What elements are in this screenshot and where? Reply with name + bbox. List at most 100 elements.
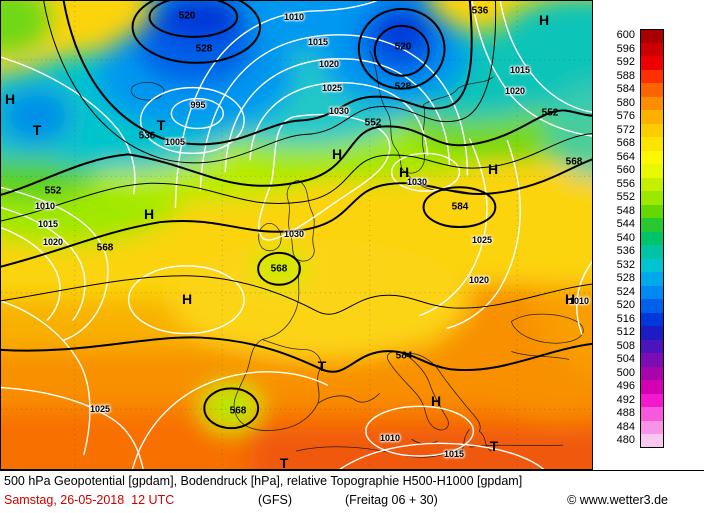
scale-value: 600 xyxy=(616,29,635,41)
scale-value: 572 xyxy=(616,123,635,136)
scale-value: 596 xyxy=(616,42,635,55)
scale-row: 560 xyxy=(601,164,664,178)
scale-row: 568 xyxy=(601,137,664,151)
scale-row: 496 xyxy=(601,380,664,394)
scale-value: 548 xyxy=(616,204,635,217)
weather-map: 520 528 520 528 536 536 552 552 552 568 … xyxy=(0,0,593,471)
scale-swatch xyxy=(640,42,664,56)
caption-bar: 500 hPa Geopotential [gpdam], Bodendruck… xyxy=(0,470,704,513)
scale-value: 592 xyxy=(616,56,635,68)
scale-row: 556 xyxy=(601,177,664,191)
scale-value: 524 xyxy=(616,285,635,298)
scale-value: 496 xyxy=(616,380,635,392)
scale-swatch xyxy=(640,177,664,191)
scale-swatch xyxy=(640,353,664,367)
scale-swatch xyxy=(640,56,664,70)
scale-swatch xyxy=(640,272,664,286)
scale-value: 552 xyxy=(616,191,635,203)
scale-swatch xyxy=(640,83,664,97)
scale-value: 516 xyxy=(616,312,635,325)
chart-title: 500 hPa Geopotential [gpdam], Bodendruck… xyxy=(4,474,523,488)
scale-row: 532 xyxy=(601,258,664,272)
scale-value: 556 xyxy=(616,177,635,190)
scale-value: 504 xyxy=(616,353,635,365)
scale-row: 580 xyxy=(601,96,664,110)
scale-row: 508 xyxy=(601,339,664,353)
scale-value: 532 xyxy=(616,258,635,271)
valid-date: Samstag, 26-05-2018 12 UTC xyxy=(4,493,175,507)
scale-row: 572 xyxy=(601,123,664,137)
graticule xyxy=(1,1,592,469)
scale-swatch xyxy=(640,69,664,83)
color-scale: 600 596 592 588 xyxy=(601,29,664,448)
scale-value: 576 xyxy=(616,110,635,122)
scale-value: 564 xyxy=(616,150,635,163)
scale-swatch xyxy=(640,191,664,205)
scale-value: 560 xyxy=(616,164,635,176)
scale-value: 484 xyxy=(616,420,635,433)
contour-lines xyxy=(1,1,592,430)
scale-swatch xyxy=(640,299,664,313)
scale-row: 516 xyxy=(601,312,664,326)
scale-value: 588 xyxy=(616,69,635,82)
scale-swatch xyxy=(640,366,664,380)
scale-row: 536 xyxy=(601,245,664,259)
scale-value: 536 xyxy=(616,245,635,257)
scale-swatch xyxy=(640,164,664,178)
scale-swatch xyxy=(640,231,664,245)
scale-value: 544 xyxy=(616,218,635,230)
scale-row: 552 xyxy=(601,191,664,205)
scale-value: 480 xyxy=(616,434,635,446)
scale-swatch xyxy=(640,96,664,110)
model-name: (GFS) xyxy=(258,493,293,507)
scale-row: 528 xyxy=(601,272,664,286)
scale-swatch xyxy=(640,420,664,434)
scale-swatch xyxy=(640,312,664,326)
scale-value: 528 xyxy=(616,272,635,284)
scale-swatch xyxy=(640,407,664,421)
map-canvas xyxy=(1,1,592,469)
scale-swatch xyxy=(640,326,664,340)
scale-value: 540 xyxy=(616,231,635,244)
color-scale-panel: 600 596 592 588 xyxy=(593,0,704,470)
scale-row: 504 xyxy=(601,353,664,367)
scale-row: 600 xyxy=(601,29,664,43)
scale-row: 484 xyxy=(601,420,664,434)
scale-value: 512 xyxy=(616,326,635,338)
scale-value: 584 xyxy=(616,83,635,95)
scale-row: 596 xyxy=(601,42,664,56)
scale-value: 492 xyxy=(616,393,635,406)
copyright: © www.wetter3.de xyxy=(567,493,668,507)
scale-row: 564 xyxy=(601,150,664,164)
scale-row: 544 xyxy=(601,218,664,232)
scale-swatch xyxy=(640,434,664,448)
scale-swatch xyxy=(640,204,664,218)
scale-swatch xyxy=(640,150,664,164)
model-run: (Freitag 06 + 30) xyxy=(345,493,438,507)
scale-row: 524 xyxy=(601,285,664,299)
scale-value: 568 xyxy=(616,137,635,149)
scale-swatch xyxy=(640,123,664,137)
scale-row: 592 xyxy=(601,56,664,70)
scale-row: 512 xyxy=(601,326,664,340)
scale-swatch xyxy=(640,245,664,259)
scale-row: 540 xyxy=(601,231,664,245)
scale-row: 480 xyxy=(601,434,664,448)
scale-swatch xyxy=(640,393,664,407)
scale-swatch xyxy=(640,29,664,43)
scale-swatch xyxy=(640,285,664,299)
isobars xyxy=(1,1,592,469)
scale-swatch xyxy=(640,218,664,232)
scale-swatch xyxy=(640,258,664,272)
scale-row: 500 xyxy=(601,366,664,380)
scale-row: 548 xyxy=(601,204,664,218)
scale-value: 500 xyxy=(616,366,635,379)
scale-row: 576 xyxy=(601,110,664,124)
scale-swatch xyxy=(640,137,664,151)
scale-row: 588 xyxy=(601,69,664,83)
scale-value: 508 xyxy=(616,339,635,352)
scale-row: 520 xyxy=(601,299,664,313)
scale-swatch xyxy=(640,380,664,394)
scale-row: 488 xyxy=(601,407,664,421)
